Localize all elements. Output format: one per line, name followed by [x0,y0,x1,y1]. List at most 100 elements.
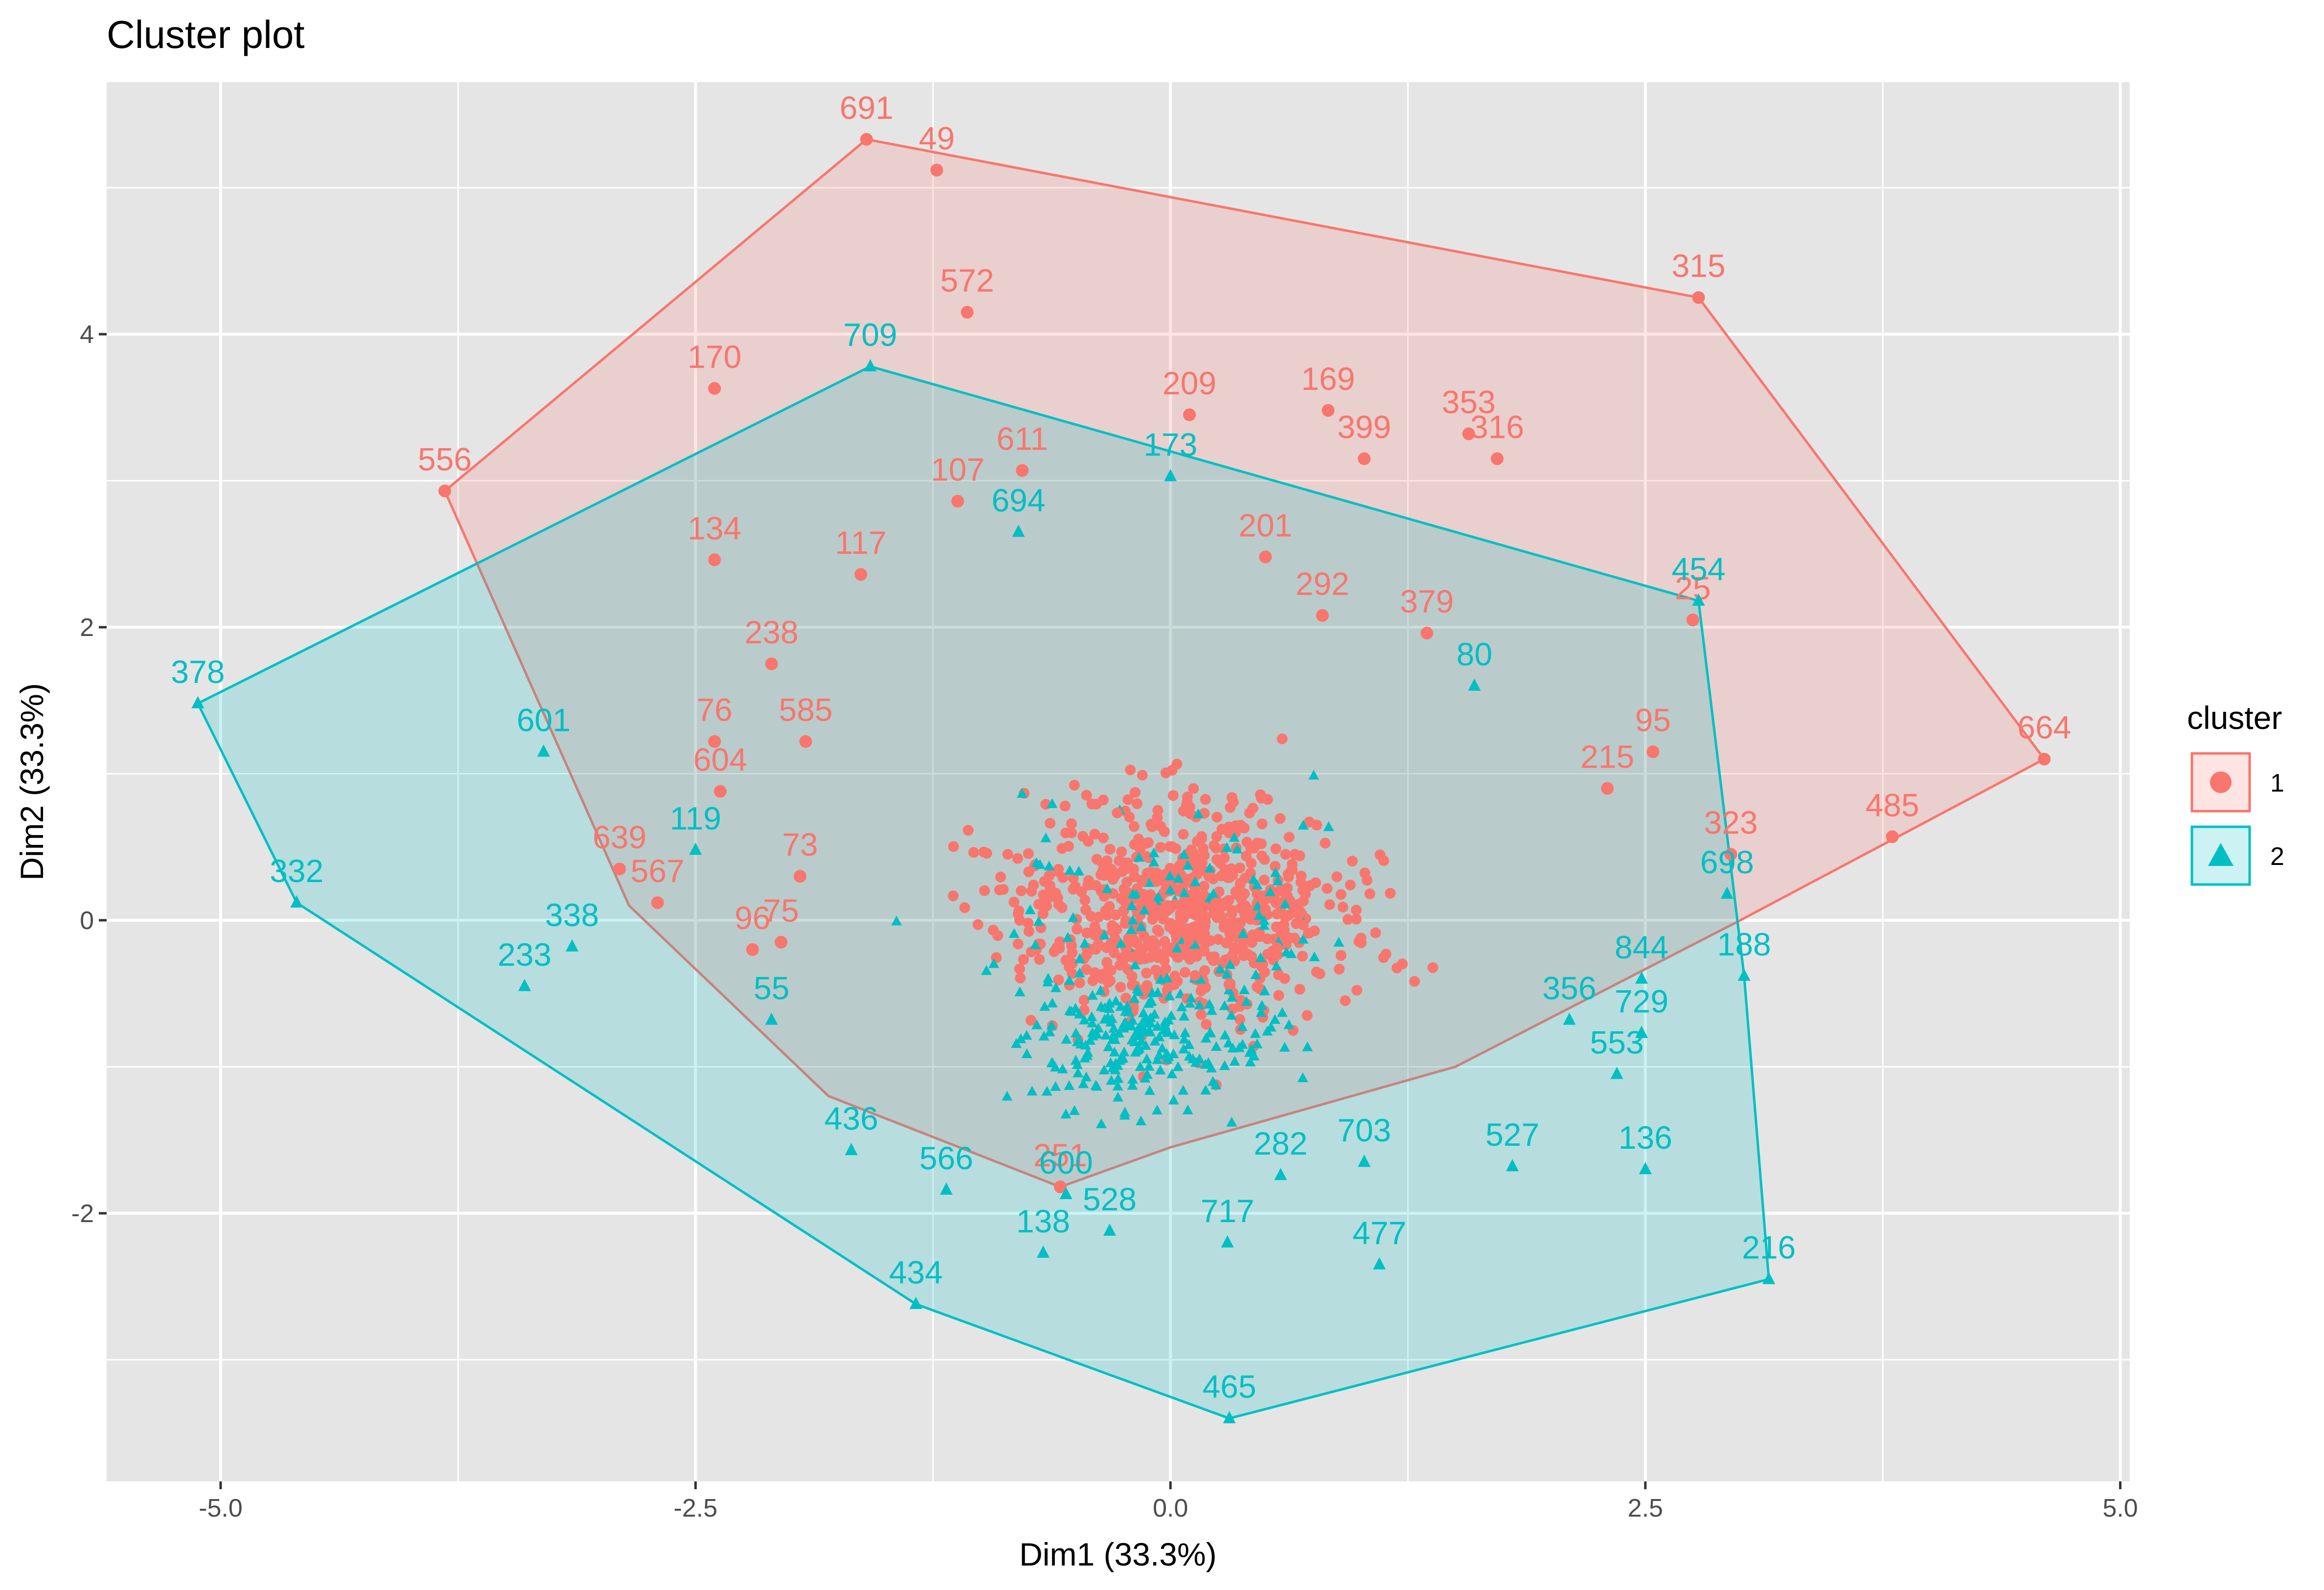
cluster-1-point [1077,831,1089,842]
cluster-1-point [968,847,980,858]
cluster-1-point [1491,452,1504,465]
cluster-1-point [1067,957,1078,969]
cluster-2-point [1127,1080,1138,1090]
cluster-2-point [1180,1027,1191,1037]
cluster-1-point [1213,934,1224,945]
cluster-2-point [1095,1001,1107,1011]
cluster-2-point [1179,1011,1190,1021]
cluster-1-point [1301,1010,1313,1021]
cluster-2-point [1038,1030,1049,1041]
cluster-1-point [1125,764,1136,775]
cluster-1-point [1189,970,1201,981]
cluster-1-point [1067,947,1078,958]
cluster-1-point [1391,962,1403,974]
cluster-2-point [1093,1022,1104,1033]
cluster-1-point [1303,817,1315,828]
cluster-1-point [1098,832,1109,843]
cluster-2-point [1737,968,1751,981]
cluster-2-point [1563,1012,1576,1025]
cluster-2-point [1072,1068,1084,1078]
cluster-1-point [1342,914,1353,925]
cluster-1-point [1276,929,1287,940]
cluster-2-point [1106,1075,1117,1085]
cluster-1-point [794,870,807,883]
point-label: 332 [270,853,323,889]
cluster-2-point [988,958,1000,968]
cluster-1-point [1275,813,1286,824]
point-label: 119 [670,800,721,836]
cluster-2-point [1101,883,1113,893]
cluster-2-point [689,842,702,855]
cluster-2-point [1081,1071,1092,1082]
cluster-2-point [1069,1105,1080,1115]
point-label: 717 [1201,1193,1254,1229]
plot-panel [107,82,2130,1481]
cluster-1-point [1122,794,1134,805]
cluster-1-point [1724,848,1737,861]
cluster-2-point [1057,1063,1068,1073]
cluster-1-point [1172,952,1183,963]
cluster-2-point [1138,1007,1149,1018]
cluster-2-point [1298,819,1309,830]
cluster-1-point [1275,884,1286,895]
cluster-2-point [1064,975,1075,985]
cluster-2-point [1060,1109,1071,1119]
cluster-2-point [1250,969,1261,979]
cluster-1-hull [443,138,2047,1188]
cluster-2-point [1231,843,1243,854]
cluster-2-point [1127,1073,1139,1084]
point-label: 434 [889,1254,943,1291]
point-label: 465 [1203,1368,1256,1405]
cluster-2-point [1073,865,1085,876]
cluster-1-point [1246,930,1257,941]
cluster-2-point [1044,1026,1055,1037]
cluster-1-point [1302,928,1314,939]
cluster-2-point [1050,982,1062,992]
cluster-2-point [1152,987,1163,997]
cluster-2-point [1160,1016,1171,1026]
cluster-2-point [1099,1014,1110,1024]
point-label: 76 [697,692,732,728]
cluster-1-point [1083,875,1094,886]
cluster-2-point [1090,1080,1101,1090]
cluster-2-point [1121,1000,1133,1011]
cluster-1-point [1210,842,1222,854]
cluster-2-point [1189,876,1201,886]
cluster-1-point [1201,1019,1212,1030]
cluster-2-point [1279,1042,1290,1052]
cluster-2-point [1133,852,1144,862]
cluster-1-point [959,902,970,913]
point-label: 315 [1672,248,1726,284]
cluster-2-point [1166,1068,1178,1078]
cluster-1-point [1071,924,1083,935]
cluster-2-point [1039,1001,1050,1011]
cluster-2-point [1148,856,1160,866]
cluster-2-point [1154,1031,1165,1042]
cluster-1-point [651,896,664,909]
cluster-1-point [1220,954,1231,966]
cluster-1-point [1175,911,1186,923]
cluster-1-point [1002,849,1013,860]
cluster-1-point [1241,850,1252,862]
cluster-1-point [1199,945,1210,956]
cluster-2-point [1155,974,1166,984]
cluster-2-point [1030,939,1041,950]
point-label: 75 [763,892,799,929]
cluster-1-point [1347,856,1358,867]
cluster-1-point [1427,962,1438,973]
cluster-1-point [972,919,983,930]
cluster-2-point [1297,1072,1308,1082]
cluster-1-point [1053,974,1064,985]
cluster-1-point [1259,967,1270,978]
cluster-2-point [1127,914,1139,925]
cluster-2-point [1270,867,1281,877]
cluster-1-point [1026,886,1037,897]
cluster-1-point [1311,966,1322,977]
cluster-1-point [1270,843,1281,855]
point-label: 49 [919,120,955,157]
cluster-1-point [1139,931,1150,942]
x-tick-label: 0.0 [1153,1494,1188,1522]
cluster-2-point [1099,929,1110,939]
cluster-1-point [1297,885,1308,896]
cluster-2-point [1250,1028,1261,1038]
